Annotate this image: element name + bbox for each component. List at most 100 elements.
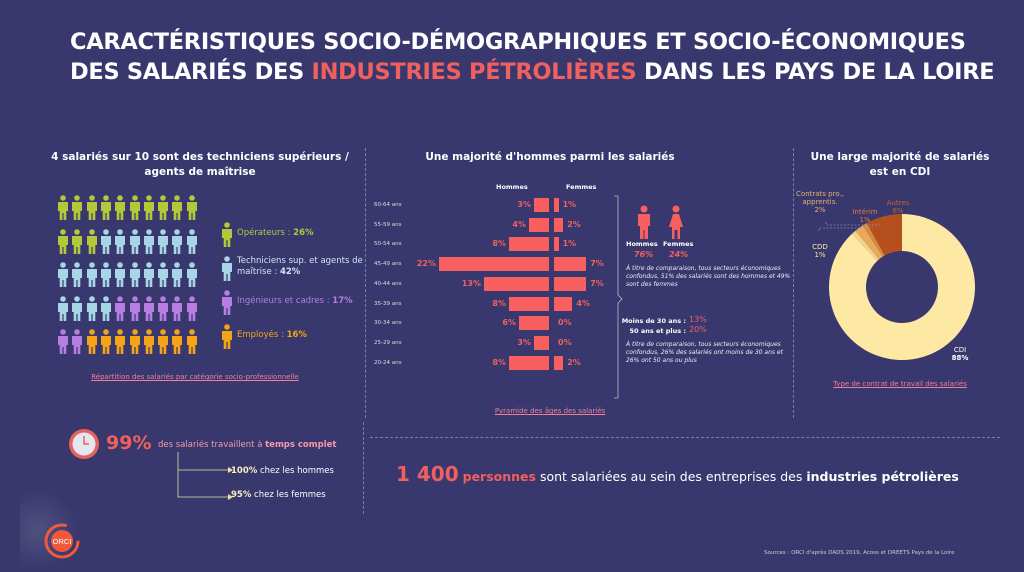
orci-logo: ORCI [44,523,80,559]
pyramid-women-header: Femmes [566,183,597,191]
svg-text:ORCI: ORCI [53,537,72,546]
bar-men [534,335,549,350]
bar-women [554,217,564,232]
age-label: 55-59 ans [374,221,402,228]
contract-donut [829,214,975,360]
label-contrats-pro: Contrats pro., apprentis. 2% [793,190,847,214]
slice-autres [866,214,902,256]
age-label: 50-54 ans [374,241,402,248]
label-autres: Autres 8% [883,199,913,215]
label-value: 8% [892,207,904,215]
person-icon [129,262,140,287]
label-text: CDD [812,243,828,251]
age-label: 25-29 ans [374,339,402,346]
headline-bold: industries pétrolières [806,469,959,484]
legend-label: Opérateurs : [237,228,294,238]
bar-women-label: 7% [590,278,604,288]
age-label: 40-44 ans [374,280,402,287]
legend-item: Ingénieurs et cadres : 17% [237,296,377,307]
slice-int-rim [862,223,885,257]
bar-women-label: 4% [576,298,590,308]
person-icon [86,295,97,321]
women-pct: 24% [669,250,689,259]
person-icon [172,262,183,287]
csp-title: 4 salariés sur 10 sont des techniciens s… [51,151,349,178]
title-line-2: DES SALARIÉS DES INDUSTRIES PÉTROLIÈRES … [70,57,995,87]
value: 95% [231,490,252,500]
woman-icon [669,205,683,239]
bar-men-label: 8% [492,298,506,308]
age-label: 45-49 ans [374,261,402,268]
person-icon [143,295,154,321]
title-line-1: CARACTÉRISTIQUES SOCIO-DÉMOGRAPHIQUES ET… [70,29,966,55]
person-icon [72,295,83,321]
person-icon [186,228,197,254]
label-cdi: CDI 88% [948,346,972,362]
csp-link[interactable]: Répartition des salariés par catégorie s… [91,373,299,381]
person-icon [143,228,154,254]
title-part: DES SALARIÉS DES [70,59,312,85]
bar-men-label: 22% [416,259,436,269]
over50-label: 50 ans et plus : [629,327,686,335]
person-icon [129,228,140,254]
bar-women [554,276,587,291]
person-icon [115,262,126,287]
bar-women [554,257,587,272]
person-icon [172,228,183,254]
legend-label: Employés : [237,330,287,340]
bar-men [509,237,549,252]
label-cdd: CDD 1% [808,243,832,259]
bar-men-label: 8% [492,239,506,249]
age-stats-values: 13% 20% [689,315,707,335]
person-icon [72,228,83,254]
label-value: 1% [814,251,826,259]
bar-women-label: 0% [558,318,572,328]
legend-value: 26% [293,228,314,238]
bar-men [529,217,549,232]
person-icon [172,195,183,220]
age-label: 35-39 ans [374,300,402,307]
person-icon [115,228,126,254]
contract-link[interactable]: Type de contrat de travail des salariés [833,380,967,388]
person-icon [58,195,68,220]
label-value: 88% [951,354,969,362]
over50-value: 20% [689,325,707,334]
pyramid-men-header: Hommes [496,183,528,191]
headline: 1 400 personnes sont salariées au sein d… [396,462,959,486]
clock-icon [69,429,99,459]
person-icon [58,329,68,354]
slice-cdi [829,214,975,360]
bar-men-label: 3% [517,337,531,347]
headline-number: 1 400 [396,462,459,486]
bar-men-label: 6% [502,318,516,328]
person-icon [72,195,83,220]
pyramid-link[interactable]: Pyramide des âges des salariés [494,407,606,415]
source-note: Sources : ORCI d'après DADS 2019, Acoss … [764,550,955,556]
person-icon [129,195,140,220]
bar-men-label: 4% [512,219,526,229]
title-highlight: INDUSTRIES PÉTROLIÈRES [311,59,637,85]
bar-men-label: 8% [492,357,506,367]
person-icon [186,295,197,321]
legend-person-icon [222,324,232,349]
bar-men [509,355,549,370]
bar-women [554,198,559,212]
men-label: Hommes [626,240,658,248]
fulltime-text: des salariés travaillent à temps complet [158,440,336,450]
label-text: Contrats pro., apprentis. [796,190,844,206]
pyramid-title: Une majorité d'hommes parmi les salariés [425,151,675,163]
person-icon [58,295,68,321]
slice-cdd [852,230,880,261]
age-label: 20-24 ans [374,359,402,366]
person-icon [158,295,169,321]
bar-women-label: 7% [590,259,604,269]
person-icon [143,195,154,220]
label-interim: Intérim 1% [850,208,880,224]
age-label: 60-64 ans [374,202,402,208]
bar-men-label: 13% [461,278,481,288]
divider [365,148,366,418]
person-icon [158,262,169,287]
person-icon [100,295,111,321]
legend-person-icon [222,222,232,247]
divider [363,422,364,514]
